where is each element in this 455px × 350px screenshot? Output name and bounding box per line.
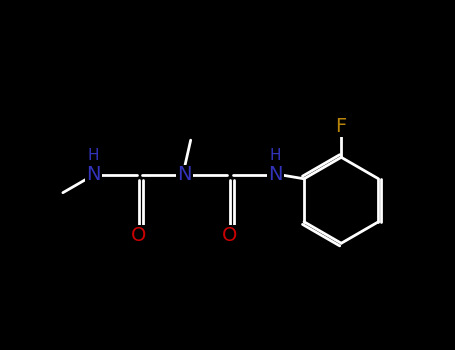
Text: N: N (268, 166, 283, 184)
Text: N: N (86, 166, 101, 184)
Text: O: O (222, 226, 238, 245)
Text: H: H (88, 148, 99, 163)
Text: O: O (131, 226, 147, 245)
Text: F: F (336, 118, 347, 136)
Text: N: N (177, 166, 192, 184)
Text: H: H (270, 148, 281, 163)
